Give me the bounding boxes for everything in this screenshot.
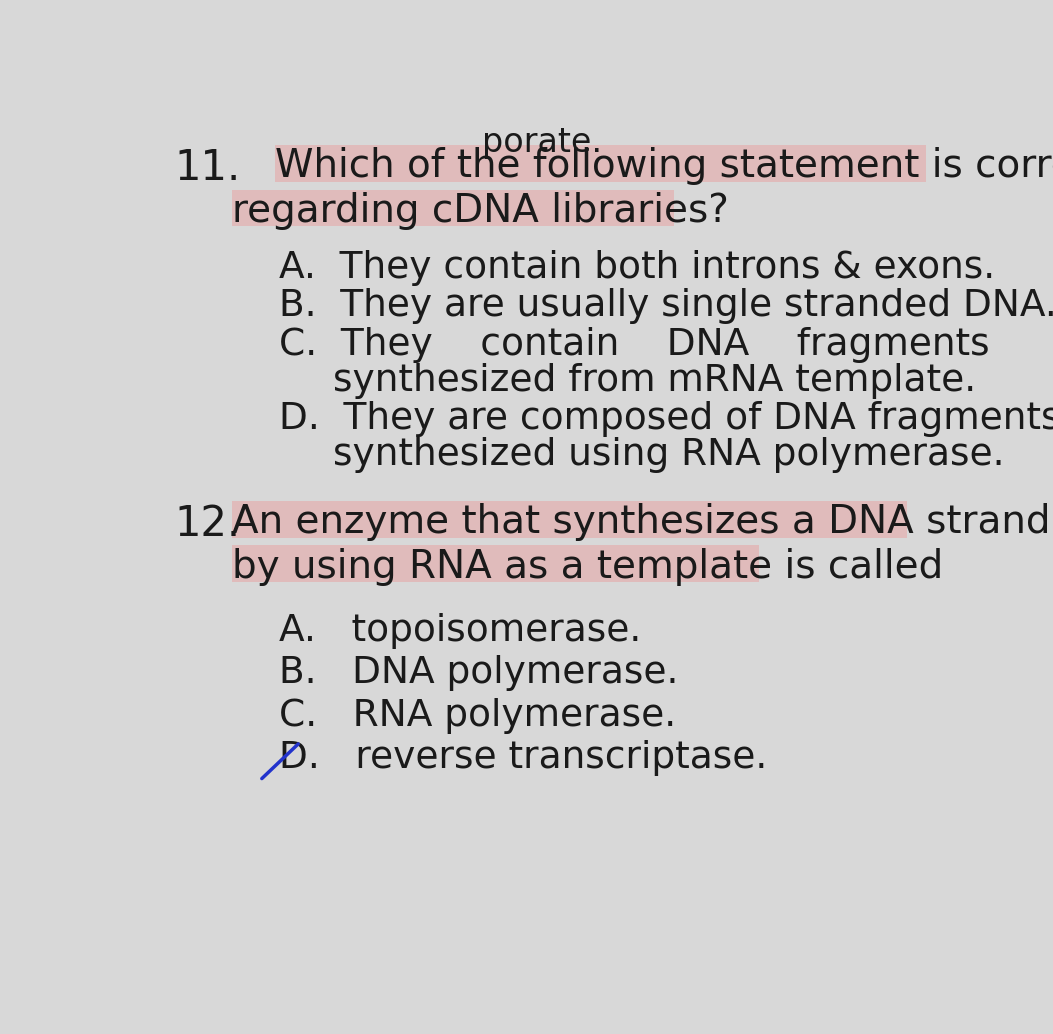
Text: Which of the following statement is correct: Which of the following statement is corr… (275, 147, 1053, 185)
Text: B.   DNA polymerase.: B. DNA polymerase. (279, 656, 678, 692)
Text: An enzyme that synthesizes a DNA strand: An enzyme that synthesizes a DNA strand (233, 503, 1051, 541)
Text: C.  They    contain    DNA    fragments: C. They contain DNA fragments (279, 327, 990, 363)
Text: D.  They are composed of DNA fragments: D. They are composed of DNA fragments (279, 401, 1053, 437)
Text: regarding cDNA libraries?: regarding cDNA libraries? (233, 192, 730, 230)
Text: synthesized using RNA polymerase.: synthesized using RNA polymerase. (333, 437, 1005, 474)
FancyBboxPatch shape (233, 500, 907, 538)
Text: B.  They are usually single stranded DNA.: B. They are usually single stranded DNA. (279, 288, 1053, 324)
FancyBboxPatch shape (275, 145, 926, 182)
Text: 11.: 11. (174, 147, 240, 189)
Text: synthesized from mRNA template.: synthesized from mRNA template. (333, 363, 976, 399)
Text: D.   reverse transcriptase.: D. reverse transcriptase. (279, 740, 768, 777)
Text: C.   RNA polymerase.: C. RNA polymerase. (279, 698, 676, 734)
Text: by using RNA as a template is called: by using RNA as a template is called (233, 548, 943, 585)
Text: A.   topoisomerase.: A. topoisomerase. (279, 613, 641, 649)
Text: porate.: porate. (482, 125, 602, 158)
Text: A.  They contain both introns & exons.: A. They contain both introns & exons. (279, 249, 995, 285)
Text: 12.: 12. (174, 503, 240, 545)
FancyBboxPatch shape (233, 189, 674, 226)
FancyBboxPatch shape (233, 545, 759, 582)
